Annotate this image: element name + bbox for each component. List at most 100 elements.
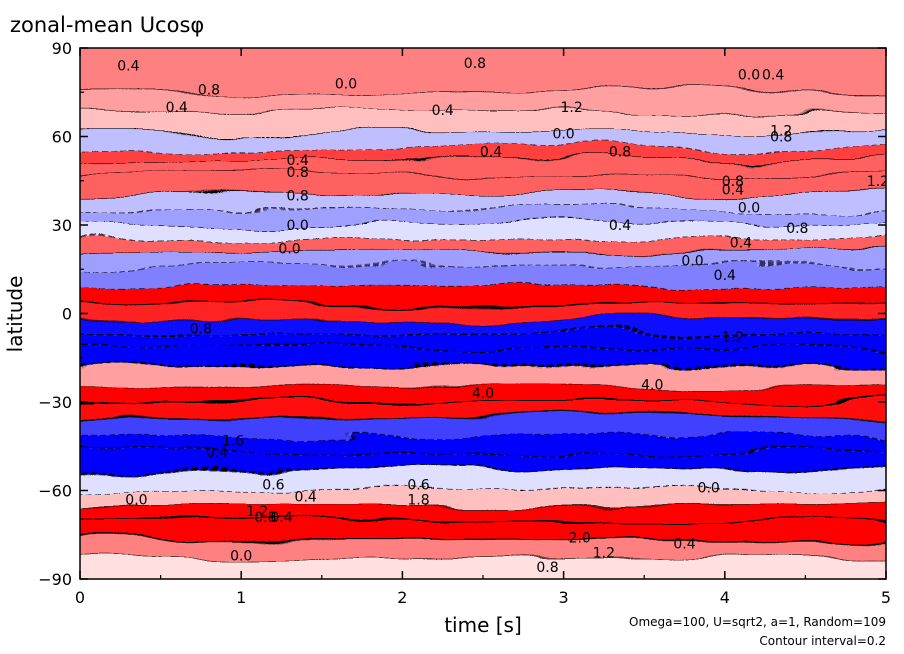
contour-label: 0.4: [206, 445, 228, 461]
heatmap-bands: [80, 48, 886, 579]
heatmap-band: [80, 540, 886, 559]
heatmap-band: [80, 284, 886, 305]
y-tick-label: −30: [38, 393, 72, 412]
contour-label: 2.0: [569, 531, 591, 547]
contour-label: 0.8: [770, 130, 792, 146]
x-axis-label: time [s]: [444, 613, 522, 637]
heatmap-band: [80, 469, 886, 490]
heatmap-band: [80, 384, 886, 402]
contour-label: 0.8: [286, 165, 308, 181]
heatmap-band: [80, 148, 886, 161]
x-tick-label: 1: [236, 588, 246, 607]
contour-label: 4.0: [641, 377, 663, 393]
y-tick-label: −60: [38, 482, 72, 501]
y-tick-label: 60: [52, 128, 72, 147]
heatmap-band: [80, 239, 886, 254]
contour-label: 0.6: [262, 478, 284, 494]
heatmap-band: [80, 506, 886, 523]
plot-area: 0.40.8 0.00.81.20.0 0.41.20.80.4 0.40.00.40…: [79, 47, 889, 580]
heatmap-band: [80, 174, 886, 195]
contour-label: 0.4: [609, 218, 631, 234]
contour-label: 0.8: [190, 321, 212, 337]
heatmap-band: [80, 111, 886, 133]
contour-label: 0.4: [286, 153, 308, 169]
heatmap-band: [80, 366, 886, 385]
contour-label: 4.0: [472, 386, 494, 402]
contour-label: 0.8: [286, 189, 308, 205]
heatmap-band: [80, 304, 886, 321]
contour-label: 0.4: [714, 268, 736, 284]
heatmap-band: [80, 194, 886, 211]
heatmap-band: [80, 253, 886, 267]
heatmap-band: [80, 435, 886, 453]
x-tick-label: 2: [397, 588, 407, 607]
contour-label: 0.4: [762, 68, 784, 84]
contour-label: 0.0: [125, 492, 147, 508]
heatmap-band: [80, 225, 886, 240]
contour-label: 0.0: [286, 218, 308, 234]
heatmap-band: [80, 48, 886, 93]
contour-label: 0.4: [480, 144, 502, 160]
heatmap-band: [80, 452, 886, 470]
x-tick-label: 0: [75, 588, 85, 607]
contour-label: 0.4: [730, 236, 752, 252]
contour-label: 0.4: [295, 489, 317, 505]
y-axis-label: latitude: [3, 276, 27, 353]
y-axis: 90 60 30 0 −30 −60 −90: [38, 39, 886, 589]
y-tick-label: 30: [52, 216, 72, 235]
contour-label: 0.8: [536, 560, 558, 576]
contour-labels: 0.40.8 0.00.81.20.0 0.41.20.80.4 0.40.00.40…: [117, 56, 889, 576]
heatmap-band: [80, 558, 886, 579]
heatmap-band: [80, 320, 886, 336]
contour-label: 0.4: [166, 100, 188, 116]
contour-label: 0.8: [609, 144, 631, 160]
x-tick-label: 5: [881, 588, 891, 607]
chart-title: zonal-mean Ucosφ: [10, 13, 204, 37]
contour-label: 0.0: [738, 200, 760, 216]
contour-label: 1.2: [770, 124, 792, 140]
contour-label: 1.2: [593, 545, 615, 561]
contour-label: 1.2: [561, 100, 583, 116]
heatmap-band: [80, 335, 886, 351]
heatmap-band: [80, 160, 886, 175]
y-tick-label: −90: [38, 570, 72, 589]
contour-label: 0.6: [407, 478, 429, 494]
heatmap-band: [80, 350, 886, 367]
x-tick-label: 4: [720, 588, 730, 607]
footnote-contour-interval: Contour interval=0.2: [759, 634, 886, 648]
heatmap-band: [80, 489, 886, 507]
contour-label: 0.0: [681, 253, 703, 269]
heatmap-band: [80, 266, 886, 284]
contour-label: 0.8: [464, 56, 486, 72]
heatmap-band: [80, 210, 886, 225]
contour-label: 0.0: [335, 76, 357, 92]
contour-label: 0.0: [230, 548, 252, 564]
heatmap-band: [80, 402, 886, 420]
x-tick-label: 3: [559, 588, 569, 607]
contour-label: 0.4: [673, 537, 695, 553]
footnote-parameters: Omega=100, U=sqrt2, a=1, Random=109: [629, 615, 886, 629]
contour-label: 0.0: [738, 68, 760, 84]
contour-label: 1.2: [722, 330, 744, 346]
y-tick-label: 0: [62, 305, 72, 324]
heatmap-band: [80, 132, 886, 149]
contour-label: 1.6: [222, 433, 244, 449]
heatmap-band: [80, 92, 886, 112]
contour-label: 0.8: [198, 82, 220, 98]
contour-label: 0.0: [278, 242, 300, 258]
contour-label: 0.0: [552, 127, 574, 143]
contour-label: 0.4: [117, 59, 139, 75]
contour-label: 0.0: [698, 481, 720, 497]
heatmap-band: [80, 522, 886, 541]
contour-label: 0.4: [432, 103, 454, 119]
contour-label: 1.2: [246, 504, 268, 520]
contour-label: 1.8: [407, 492, 429, 508]
heatmap-band: [80, 419, 886, 436]
contour-label: 0.8: [786, 221, 808, 237]
x-axis: 0 1 2 3 4 5: [75, 48, 891, 607]
contour-label: 1.2: [867, 174, 889, 190]
y-tick-label: 90: [52, 39, 72, 58]
contour-label: 0.4: [270, 510, 292, 526]
contour-label: 0.4: [722, 183, 744, 199]
